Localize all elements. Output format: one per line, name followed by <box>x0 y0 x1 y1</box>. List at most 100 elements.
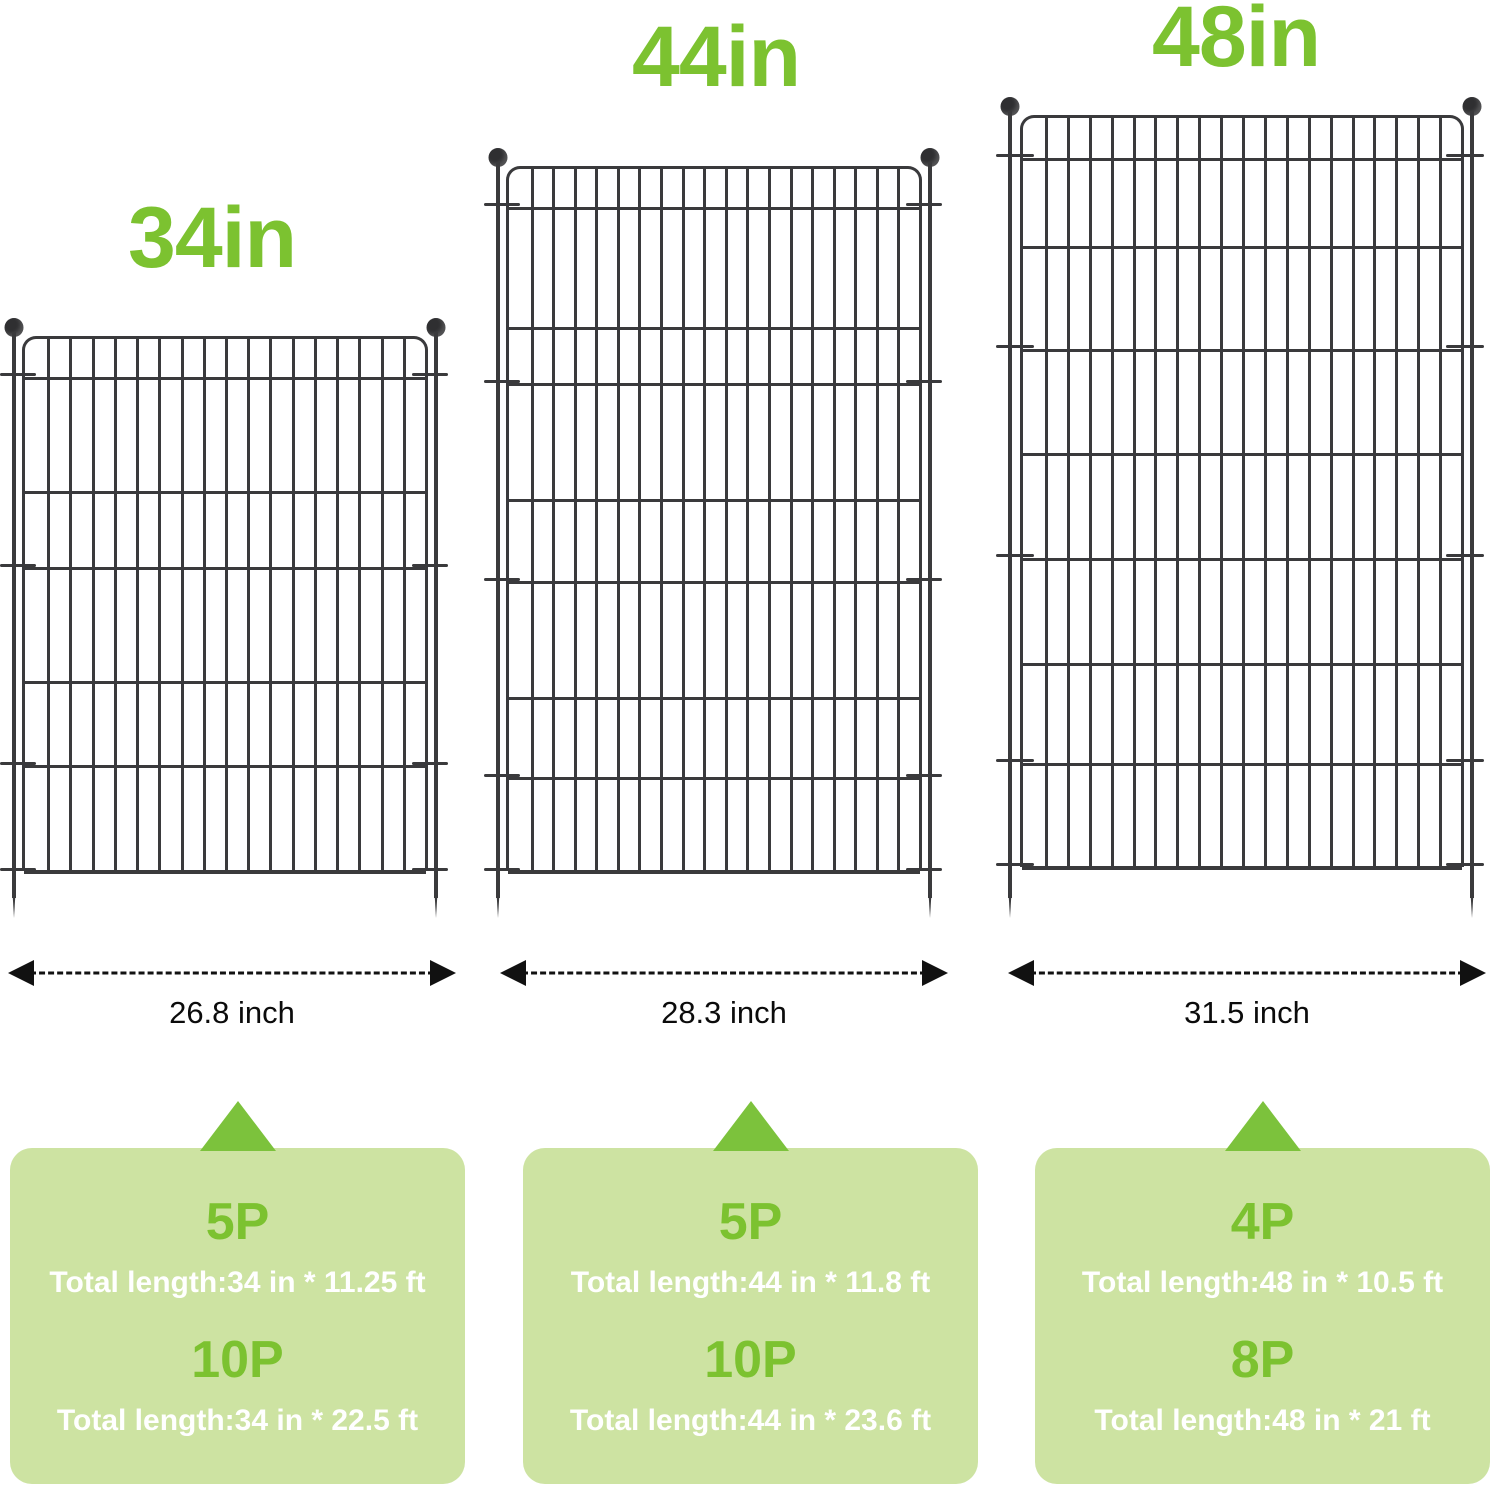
mesh-vertical-wire <box>1242 118 1245 867</box>
stake-cap-icon <box>920 148 940 167</box>
dimension-arrow-48in <box>1008 958 1486 988</box>
dimension-arrow-34in <box>8 958 456 988</box>
mesh-vertical-wire <box>1044 118 1048 867</box>
size-label-34in: 34in <box>128 190 297 286</box>
pack-option-row: 5P Total length:44 in * 11.8 ft <box>571 1195 931 1299</box>
mesh-vertical-wire <box>402 339 406 871</box>
stake-hook <box>996 154 1034 157</box>
stake-right <box>920 148 940 942</box>
triangle-up-icon <box>199 1101 276 1151</box>
stake-hook <box>906 578 942 581</box>
stake-shaft <box>1470 111 1474 898</box>
mesh-vertical-wire <box>69 339 73 871</box>
arrow-head-right-icon <box>1460 960 1486 986</box>
dimension-label-48in: 31.5 inch <box>1184 995 1310 1030</box>
fence-panel-34in <box>0 318 470 948</box>
stake-cap-icon <box>1462 97 1482 116</box>
mesh-bottom-bar <box>508 870 920 874</box>
mesh-vertical-wire <box>380 339 384 871</box>
mesh-vertical-wire <box>1395 118 1399 867</box>
mesh-vertical-wire <box>1307 118 1311 867</box>
mesh-vertical-wire <box>225 339 228 871</box>
mesh-vertical-wire <box>1088 118 1092 867</box>
pack-total-length: Total length:44 in * 11.8 ft <box>570 1266 931 1299</box>
mesh-vertical-wire <box>832 169 836 871</box>
mesh-horizontal-bar <box>508 327 920 330</box>
pack-count: 5P <box>718 1193 783 1252</box>
size-label-44in: 44in <box>632 9 801 105</box>
mesh-vertical-wire <box>811 169 815 871</box>
stake-tip-icon <box>12 884 16 918</box>
dimension-arrow-44in <box>500 958 948 988</box>
mesh-vertical-wire <box>291 339 295 871</box>
stake-hook <box>906 868 942 871</box>
mesh-horizontal-bar <box>508 581 920 584</box>
stake-hook <box>484 203 520 206</box>
mesh-horizontal-bar <box>508 777 920 780</box>
arrow-head-left-icon <box>8 960 34 986</box>
pack-option-card-44in[interactable]: 5P Total length:44 in * 11.8 ft 10P Tota… <box>523 1101 978 1484</box>
stake-right <box>1462 97 1482 942</box>
stake-cap-icon <box>1000 97 1020 116</box>
stake-shaft <box>496 162 500 898</box>
size-label-48in: 48in <box>1152 0 1321 85</box>
dimension-dashed-line <box>522 971 926 975</box>
mesh-bottom-bar <box>1022 866 1462 870</box>
mesh-vertical-wire <box>336 339 340 871</box>
fence-panel-44in <box>484 148 964 948</box>
stake-left <box>4 318 24 942</box>
mesh-vertical-wire <box>1110 118 1114 867</box>
mesh-vertical-wire <box>1417 118 1421 867</box>
mesh-vertical-wire <box>91 339 95 871</box>
mesh-vertical-wire <box>638 169 642 871</box>
mesh-vertical-wire <box>247 339 251 871</box>
mesh-vertical-wire <box>767 169 771 871</box>
arrow-head-left-icon <box>500 960 526 986</box>
mesh-vertical-wire <box>313 339 317 871</box>
pack-count: 10P <box>191 1331 284 1389</box>
pack-total-length: Total length:34 in * 11.25 ft <box>49 1266 426 1299</box>
mesh-vertical-wire <box>595 169 599 871</box>
mesh-vertical-wire <box>530 169 534 871</box>
stake-hook <box>906 380 942 383</box>
mesh-vertical-wire <box>1373 118 1377 867</box>
stake-hook <box>996 759 1034 762</box>
mesh-vertical-wire <box>724 169 728 871</box>
pack-total-length: Total length:44 in * 23.6 ft <box>569 1403 932 1437</box>
stake-hook <box>0 762 36 765</box>
dimension-dashed-line <box>1030 971 1464 975</box>
mesh-vertical-wire <box>1154 118 1158 867</box>
mesh-vertical-wire <box>202 339 206 871</box>
pack-option-card-48in[interactable]: 4P Total length:48 in * 10.5 ft 8P Total… <box>1035 1101 1490 1484</box>
mesh-vertical-wire <box>789 169 793 871</box>
stake-shaft <box>1008 111 1012 898</box>
mesh-vertical-wire <box>681 169 685 871</box>
mesh-vertical-wire <box>897 169 901 871</box>
mesh-vertical-wire <box>180 339 184 871</box>
mesh-vertical-wire <box>1176 118 1180 867</box>
triangle-up-icon <box>712 1101 789 1151</box>
mesh-vertical-wire <box>47 339 51 871</box>
pack-count: 5P <box>205 1193 270 1252</box>
stake-hook <box>412 868 448 871</box>
wire-mesh-panel <box>506 166 922 874</box>
stake-right <box>426 318 446 942</box>
mesh-horizontal-bar <box>508 697 920 700</box>
mesh-vertical-wire <box>1329 118 1333 867</box>
mesh-horizontal-bar <box>508 207 920 210</box>
pack-total-length: Total length:48 in * 21 ft <box>1094 1403 1431 1437</box>
dimension-label-44in: 28.3 inch <box>661 995 787 1030</box>
mesh-vertical-wire <box>1220 118 1224 867</box>
dimension-label-34in: 26.8 inch <box>169 995 295 1030</box>
stake-hook <box>996 345 1034 348</box>
pack-total-length: Total length:34 in * 22.5 ft <box>56 1403 419 1437</box>
pack-option-card-34in[interactable]: 5P Total length:34 in * 11.25 ft 10P Tot… <box>10 1101 465 1484</box>
mesh-vertical-wire <box>573 169 577 871</box>
mesh-vertical-wire <box>746 169 750 871</box>
stake-shaft <box>434 332 438 898</box>
stake-hook <box>1446 759 1484 762</box>
mesh-bottom-bar <box>24 870 426 874</box>
wire-mesh-panel <box>22 336 428 874</box>
triangle-up-icon <box>1224 1101 1301 1151</box>
